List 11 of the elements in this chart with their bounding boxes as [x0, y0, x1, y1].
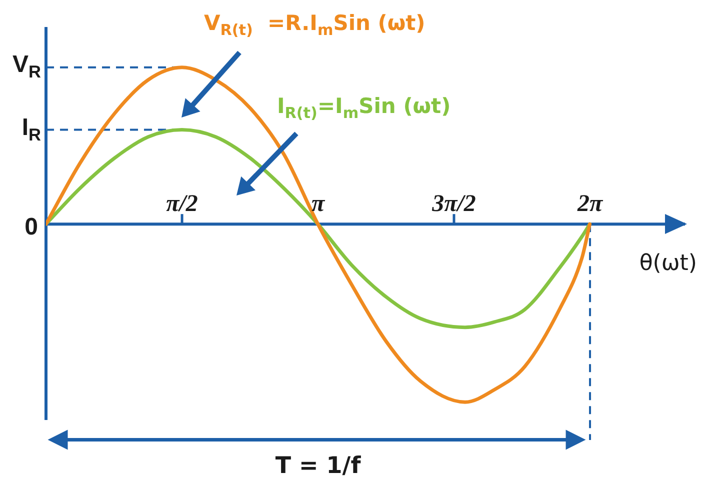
ref-line-label: I$_{R}$ — [22, 114, 41, 144]
x-tick-label: 2π — [576, 191, 604, 218]
annotation: 0 — [24, 214, 38, 241]
text: T = 1/f — [275, 453, 362, 479]
series-label: V$_{R(t)}$ =R.I$_{m}$Sin (ωt) — [204, 11, 426, 40]
x-tick-label: π/2 — [166, 191, 198, 218]
text: I$_{R(t)}$=I$_{m}$Sin (ωt) — [276, 94, 451, 122]
x-axis-title: θ(ωt) — [639, 251, 697, 276]
x-tick-label: π — [311, 191, 326, 218]
ref-line-label: V$_{R}$ — [12, 51, 41, 82]
x-tick-label: 3π/2 — [431, 191, 476, 218]
